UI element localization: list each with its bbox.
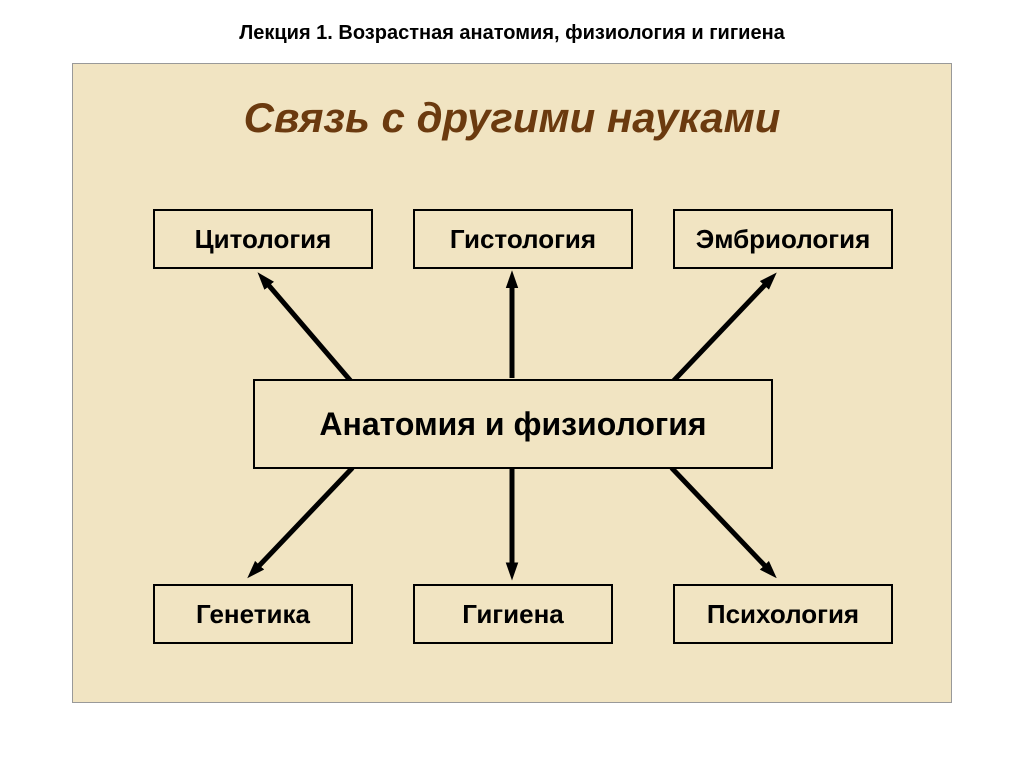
bottom-box-psychology: Психология (673, 584, 893, 644)
page-title: Лекция 1. Возрастная анатомия, физиологи… (0, 0, 1024, 63)
bottom-box-label: Гигиена (415, 599, 611, 630)
bottom-box-label: Психология (675, 599, 891, 630)
slide-title: Связь с другими науками (73, 94, 951, 142)
slide-canvas: Связь с другими науками Анатомия и физио… (72, 63, 952, 703)
top-box-label: Гистология (415, 224, 631, 255)
top-box-label: Цитология (155, 224, 371, 255)
bottom-box-hygiene: Гигиена (413, 584, 613, 644)
center-box: Анатомия и физиология (253, 379, 773, 469)
bottom-box-label: Генетика (155, 599, 351, 630)
page-title-text: Лекция 1. Возрастная анатомия, физиологи… (239, 22, 785, 44)
top-box-label: Эмбриология (675, 224, 891, 255)
top-box-histology: Гистология (413, 209, 633, 269)
slide-title-text: Связь с другими науками (244, 94, 781, 141)
center-box-label: Анатомия и физиология (255, 406, 771, 443)
bottom-box-genetics: Генетика (153, 584, 353, 644)
top-box-cytology: Цитология (153, 209, 373, 269)
top-box-embryology: Эмбриология (673, 209, 893, 269)
